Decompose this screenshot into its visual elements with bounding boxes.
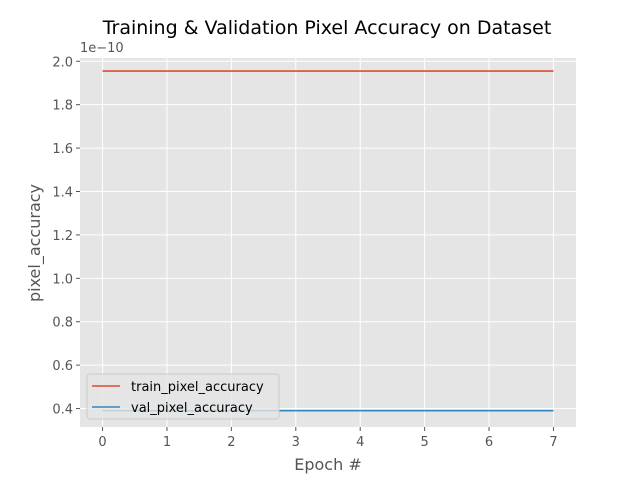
y-tick-label: 0.8 <box>52 316 73 331</box>
y-tick-label: 2.0 <box>52 55 73 70</box>
y-tick-label: 1.2 <box>52 229 73 244</box>
y-tick-label: 1.6 <box>52 142 73 157</box>
x-tick-label: 4 <box>356 435 364 450</box>
legend-label-val: val_pixel_accuracy <box>131 401 253 416</box>
y-tick-label: 0.6 <box>52 359 73 374</box>
plot-area <box>80 58 576 427</box>
y-axis-offset-label: 1e−10 <box>80 41 124 56</box>
x-tick-label: 7 <box>549 435 557 450</box>
legend-label-train: train_pixel_accuracy <box>131 380 264 395</box>
chart-title: Training & Validation Pixel Accuracy on … <box>102 17 552 39</box>
x-tick-label: 5 <box>420 435 428 450</box>
x-axis-label: Epoch # <box>294 455 361 474</box>
legend: train_pixel_accuracy val_pixel_accuracy <box>86 373 280 420</box>
x-tick-label: 6 <box>485 435 493 450</box>
y-tick-label: 1.8 <box>52 99 73 114</box>
y-axis-label: pixel_accuracy <box>25 184 45 302</box>
x-axis: 0 1 2 3 4 5 6 7 <box>98 427 558 450</box>
y-tick-label: 0.4 <box>52 403 73 418</box>
legend-box <box>86 373 280 420</box>
y-axis: 0.4 0.6 0.8 1.0 1.2 1.4 1.6 1.8 2.0 <box>52 55 80 418</box>
x-tick-label: 0 <box>98 435 106 450</box>
y-tick-label: 1.0 <box>52 272 73 287</box>
x-tick-label: 2 <box>227 435 235 450</box>
grid <box>80 58 576 427</box>
y-tick-label: 1.4 <box>52 185 73 200</box>
x-tick-label: 1 <box>163 435 171 450</box>
x-tick-label: 3 <box>292 435 300 450</box>
